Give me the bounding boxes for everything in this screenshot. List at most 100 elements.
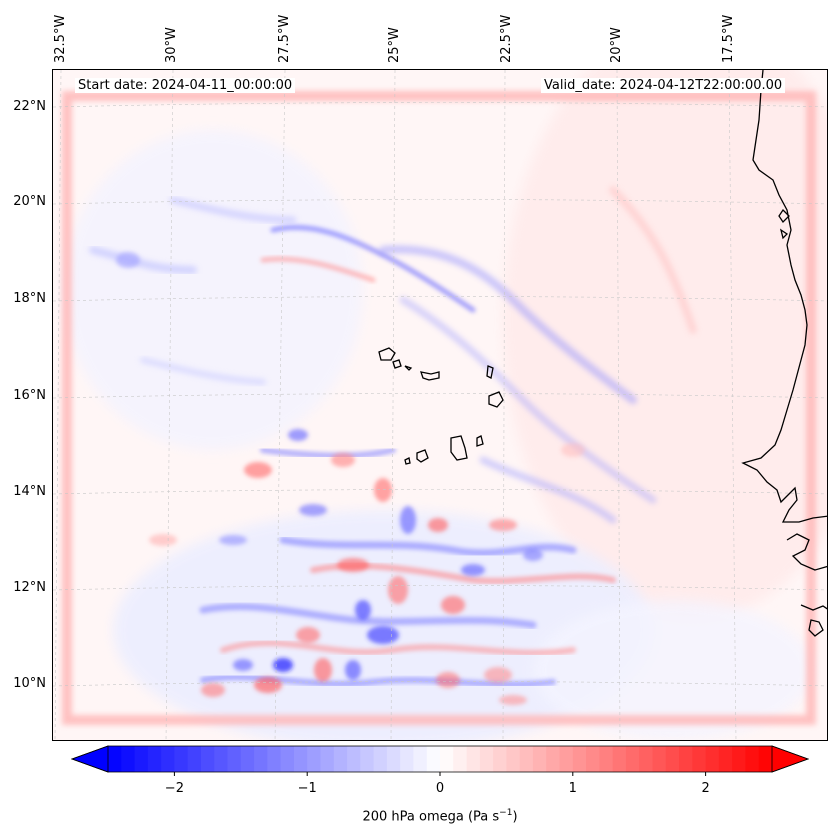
island-santiago (450, 435, 468, 461)
colorbar-swatch (612, 746, 627, 772)
colorbar-swatch (187, 746, 202, 772)
colorbar-title-exponent: −1 (499, 808, 513, 818)
lat-label-12n: 12°N (13, 580, 46, 595)
colorbar-swatch (214, 746, 229, 772)
colorbar-swatch (625, 746, 640, 772)
colorbar-swatch (426, 746, 441, 772)
lon-label-32-5w: 32.5°W (53, 14, 68, 63)
omega-convective-cells (116, 252, 585, 705)
colorbar-tick-label: 0 (435, 781, 445, 796)
colorbar-swatch (320, 746, 335, 772)
omega-wave-features (89, 186, 697, 688)
island-sal (486, 365, 494, 379)
colorbar-swatch (293, 746, 308, 772)
colorbar-swatch (532, 746, 547, 772)
island-sao-vicente (392, 359, 402, 369)
colorbar-swatch (254, 746, 268, 772)
colorbar-swatch (758, 746, 773, 772)
island-santo-antao (378, 347, 396, 361)
african-coastline (741, 70, 827, 523)
colorbar-ticks (173, 772, 707, 776)
colorbar-swatch (479, 746, 494, 772)
lon-label-20w: 20°W (609, 27, 624, 63)
colorbar-extend-low (70, 745, 109, 773)
island-brava (404, 457, 411, 465)
colorbar-swatch (413, 746, 428, 772)
colorbar-swatch (506, 746, 521, 772)
colorbar-swatch (400, 746, 415, 772)
colorbar-swatch (333, 746, 348, 772)
colorbar (70, 745, 810, 776)
boundary-frame (53, 70, 827, 740)
colorbar-swatch (227, 746, 242, 772)
island-fogo (416, 449, 429, 463)
valid-date-label: Valid_date: 2024-04-12T22:00:00.00 (541, 78, 786, 93)
graticule (53, 70, 827, 740)
colorbar-swatch (280, 746, 295, 772)
colorbar-swatches (70, 745, 810, 773)
colorbar-swatch (386, 746, 401, 772)
colorbar-extend-high (771, 745, 810, 773)
colorbar-tick-label: 1 (568, 781, 577, 796)
colorbar-swatch (161, 746, 175, 772)
colorbar-swatch (147, 746, 162, 772)
colorbar-swatch (572, 746, 587, 772)
colorbar-swatch (745, 746, 760, 772)
coastlines (378, 70, 827, 637)
colorbar-swatch (200, 746, 215, 772)
lat-label-22n: 22°N (13, 99, 46, 114)
map-panel (52, 69, 828, 741)
colorbar-swatch (267, 746, 282, 772)
colorbar-swatch (732, 746, 747, 772)
colorbar-swatch (586, 746, 600, 772)
island-sao-nicolau (420, 371, 440, 381)
colorbar-swatch (453, 746, 468, 772)
lon-label-25w: 25°W (387, 27, 402, 63)
colorbar-swatch (692, 746, 707, 772)
colorbar-swatch (519, 746, 534, 772)
lat-label-14n: 14°N (13, 484, 46, 499)
island-boa-vista (488, 391, 504, 408)
colorbar-swatch (347, 746, 361, 772)
colorbar-swatch (718, 746, 733, 772)
colorbar-swatch (466, 746, 481, 772)
lat-label-20n: 20°N (13, 194, 46, 209)
island-maio (476, 435, 484, 447)
colorbar-swatch (639, 746, 654, 772)
omega-field-map (53, 70, 827, 740)
lon-label-17-5w: 17.5°W (721, 14, 736, 63)
colorbar-outline (70, 745, 810, 773)
colorbar-tick-label: −2 (164, 781, 184, 796)
lat-label-16n: 16°N (13, 388, 46, 403)
start-date-label: Start date: 2024-04-11_00:00:00 (75, 78, 296, 93)
colorbar-tick-label: 2 (701, 781, 710, 796)
colorbar-swatch (679, 746, 693, 772)
colorbar-tick-label: −1 (297, 781, 317, 796)
colorbar-swatch (108, 746, 122, 772)
colorbar-swatch (599, 746, 614, 772)
colorbar-swatch (307, 746, 322, 772)
colorbar-title: 200 hPa omega (Pa s−1) (362, 808, 517, 824)
lon-label-30w: 30°W (164, 27, 179, 63)
colorbar-title-text: 200 hPa omega (Pa s (362, 809, 500, 825)
colorbar-title-suffix: ) (512, 809, 518, 825)
lon-label-22-5w: 22.5°W (499, 14, 514, 63)
colorbar-swatch (373, 746, 388, 772)
colorbar-swatch (134, 746, 149, 772)
colorbar-swatch (121, 746, 136, 772)
lat-label-10n: 10°N (13, 676, 46, 691)
colorbar-swatch (652, 746, 667, 772)
colorbar-swatch (360, 746, 375, 772)
omega-background-field (53, 70, 827, 740)
island-santa-luzia (404, 365, 413, 371)
colorbar-swatch (240, 746, 255, 772)
colorbar-swatch (705, 746, 720, 772)
colorbar-swatch (493, 746, 507, 772)
lon-label-27-5w: 27.5°W (277, 14, 292, 63)
colorbar-swatch (665, 746, 680, 772)
colorbar-swatch (440, 746, 454, 772)
colorbar-swatch (174, 746, 189, 772)
lat-label-18n: 18°N (13, 291, 46, 306)
colorbar-swatch (559, 746, 574, 772)
colorbar-swatch (546, 746, 561, 772)
